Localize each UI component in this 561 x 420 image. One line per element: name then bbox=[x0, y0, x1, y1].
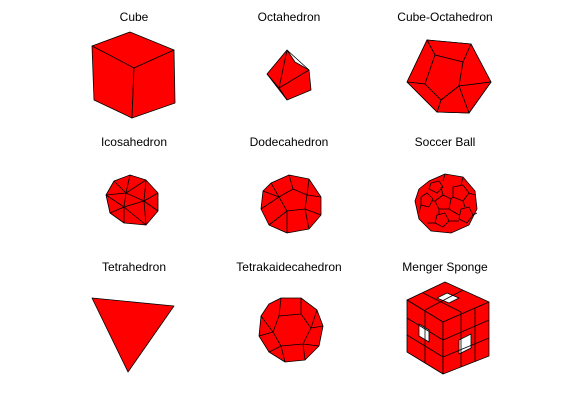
tetrahedron-shape bbox=[91, 297, 175, 373]
dodecahedron-label: Dodecahedron bbox=[249, 135, 329, 149]
dodecahedron-panel: Dodecahedron bbox=[209, 135, 369, 260]
soccer-ball-panel: Soccer Ball bbox=[365, 135, 525, 260]
cube-octahedron-label: Cube-Octahedron bbox=[397, 10, 493, 24]
cube-panel: Cube bbox=[54, 10, 214, 135]
icosahedron-shape bbox=[105, 174, 159, 226]
soccer-ball-shape bbox=[414, 173, 478, 234]
tetrahedron-panel: Tetrahedron bbox=[54, 260, 214, 385]
tetrakaidecahedron-shape bbox=[258, 297, 324, 363]
tetrakaidecahedron-label: Tetrakaidecahedron bbox=[236, 260, 342, 274]
cube-octahedron-shape bbox=[406, 39, 492, 114]
octahedron-panel: Octahedron bbox=[209, 10, 369, 135]
menger-sponge-panel: Menger Sponge bbox=[365, 260, 525, 385]
dodecahedron-shape bbox=[260, 174, 322, 234]
icosahedron-panel: Icosahedron bbox=[54, 135, 214, 260]
octahedron-shape bbox=[266, 49, 312, 101]
icosahedron-label: Icosahedron bbox=[100, 135, 168, 149]
cube-octahedron-panel: Cube-Octahedron bbox=[365, 10, 525, 135]
octahedron-label: Octahedron bbox=[257, 10, 321, 24]
menger-sponge-shape bbox=[406, 281, 490, 375]
menger-sponge-label: Menger Sponge bbox=[402, 260, 488, 274]
cube-label: Cube bbox=[119, 10, 149, 24]
tetrahedron-label: Tetrahedron bbox=[101, 260, 167, 274]
soccer-ball-label: Soccer Ball bbox=[414, 135, 476, 149]
cube-shape bbox=[91, 31, 176, 119]
tetrakaidecahedron-panel: Tetrakaidecahedron bbox=[209, 260, 369, 385]
